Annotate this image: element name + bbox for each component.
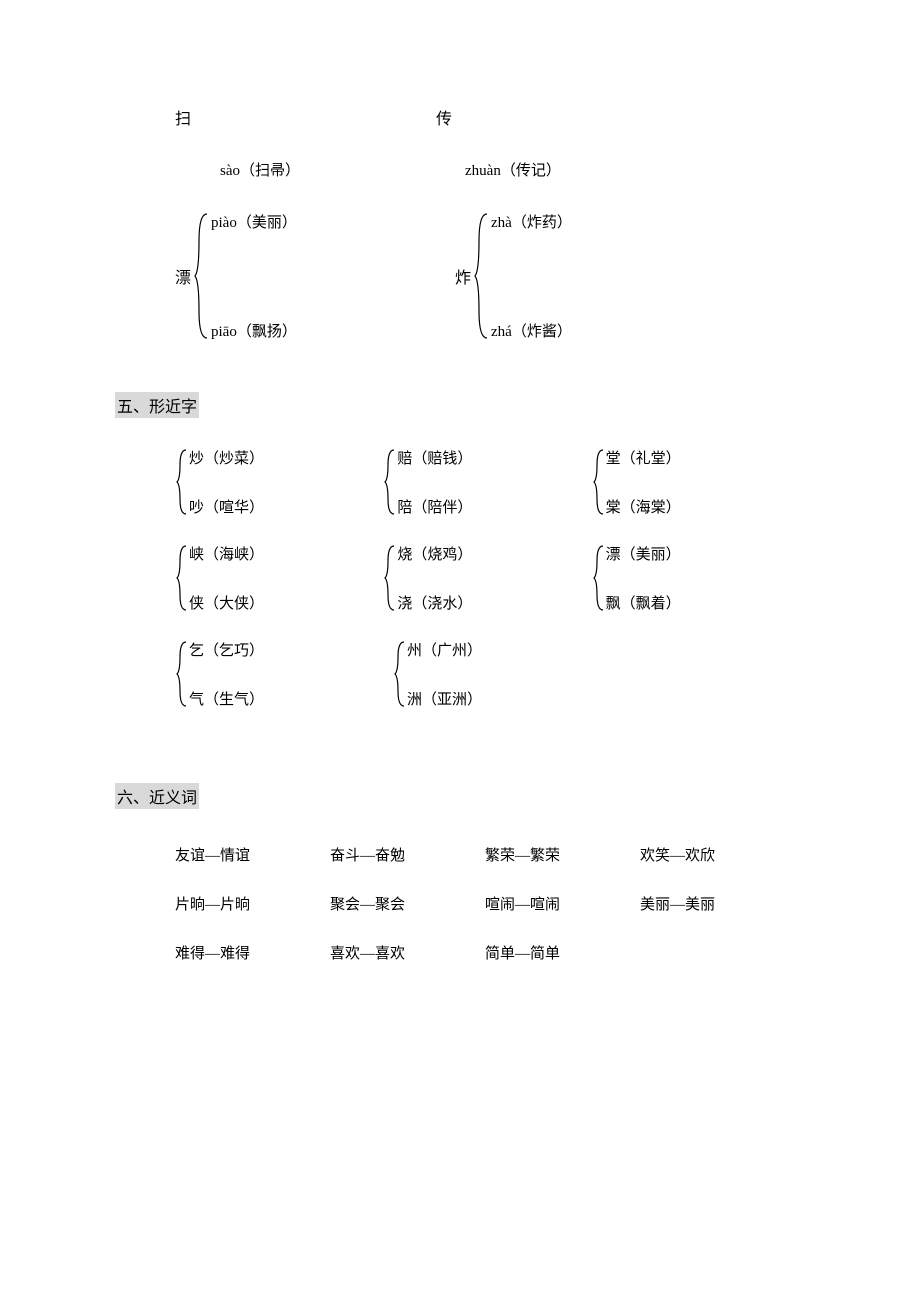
similar-item: 州（广州） 洲（亚洲） [393,635,611,713]
bracket-item-zha: 炸 zhà（炸药） zhá（炸酱） [455,205,572,347]
pair-entry: 炒（炒菜） [189,447,264,468]
curly-bracket-icon [175,639,189,709]
polyphonic-char-sao: 扫 [175,105,191,129]
synonym-pair: 片晌—片晌 [175,893,330,914]
similar-item: 烧（烧鸡） 浇（浇水） [383,539,591,617]
reading-zhuan: zhuàn（传记） [465,159,561,180]
bracket-entries: zhà（炸药） zhá（炸酱） [491,205,572,347]
similar-char-grid: 炒（炒菜） 吵（喧华） 赔（赔钱） 陪（陪伴） 堂（礼堂） 棠（海棠） [175,443,800,713]
pair-entry: 棠（海棠） [606,496,681,517]
pair-entry: 乞（乞巧） [189,639,264,660]
curly-bracket-icon [175,447,189,517]
synonym-pair: 简单—简单 [485,942,640,963]
synonym-pair: 奋斗—奋勉 [330,844,485,865]
bracket-item-piao: 漂 piào（美丽） piāo（飘扬） [175,205,455,347]
synonym-list: 友谊—情谊 奋斗—奋勉 繁荣—繁荣 欢笑—欢欣 片晌—片晌 聚会—聚会 喧闹—喧… [175,844,800,963]
synonym-pair: 喧闹—喧闹 [485,893,640,914]
section-6: 六、近义词 友谊—情谊 奋斗—奋勉 繁荣—繁荣 欢笑—欢欣 片晌—片晌 聚会—聚… [120,763,800,963]
bracket-head-zha: 炸 [455,264,471,288]
curly-bracket-icon [592,447,606,517]
similar-row: 炒（炒菜） 吵（喧华） 赔（赔钱） 陪（陪伴） 堂（礼堂） 棠（海棠） [175,443,800,521]
polyphonic-char-row: 扫 传 [120,105,800,129]
pair-entry: 侠（大侠） [189,592,264,613]
pair-entry: 浇（浇水） [397,592,472,613]
similar-pair: 乞（乞巧） 气（生气） [189,635,264,713]
curly-bracket-icon [393,639,407,709]
similar-pair: 峡（海峡） 侠（大侠） [189,539,264,617]
curly-bracket-icon [175,543,189,613]
pair-entry: 气（生气） [189,688,264,709]
similar-item: 炒（炒菜） 吵（喧华） [175,443,383,521]
similar-pair: 堂（礼堂） 棠（海棠） [606,443,681,521]
pair-entry: 赔（赔钱） [397,447,472,468]
pair-entry: 州（广州） [407,639,482,660]
entry-zha-1: zhà（炸药） [491,211,572,232]
similar-pair: 赔（赔钱） 陪（陪伴） [397,443,472,521]
bracket-entries: piào（美丽） piāo（飘扬） [211,205,297,347]
synonym-pair: 繁荣—繁荣 [485,844,640,865]
similar-row: 峡（海峡） 侠（大侠） 烧（烧鸡） 浇（浇水） 漂（美丽） 飘（飘着） [175,539,800,617]
similar-pair: 漂（美丽） 飘（飘着） [606,539,681,617]
similar-pair: 州（广州） 洲（亚洲） [407,635,482,713]
curly-bracket-icon [592,543,606,613]
curly-bracket-icon [473,211,491,341]
similar-row: 乞（乞巧） 气（生气） 州（广州） 洲（亚洲） [175,635,800,713]
section-heading-6: 六、近义词 [115,783,199,809]
pair-entry: 堂（礼堂） [606,447,681,468]
section-5: 五、形近字 炒（炒菜） 吵（喧华） 赔（赔钱） 陪（陪伴） [120,372,800,713]
synonym-row: 友谊—情谊 奋斗—奋勉 繁荣—繁荣 欢笑—欢欣 [175,844,800,865]
similar-pair: 烧（烧鸡） 浇（浇水） [397,539,472,617]
polyphonic-reading-row: sào（扫帚） zhuàn（传记） [120,159,800,180]
bracket-group-row: 漂 piào（美丽） piāo（飘扬） 炸 zhà（炸药） zhá（炸酱） [175,205,800,347]
pair-entry: 峡（海峡） [189,543,264,564]
entry-zha-2: zhá（炸酱） [491,320,572,341]
entry-piao-2: piāo（飘扬） [211,320,297,341]
curly-bracket-icon [383,447,397,517]
document-page: 扫 传 sào（扫帚） zhuàn（传记） 漂 piào（美丽） piāo（飘扬… [0,0,920,1051]
similar-item: 堂（礼堂） 棠（海棠） [592,443,800,521]
curly-bracket-icon [383,543,397,613]
synonym-pair: 美丽—美丽 [640,893,795,914]
curly-bracket-icon [193,211,211,341]
similar-item: 峡（海峡） 侠（大侠） [175,539,383,617]
synonym-pair: 喜欢—喜欢 [330,942,485,963]
pair-entry: 陪（陪伴） [397,496,472,517]
synonym-row: 难得—难得 喜欢—喜欢 简单—简单 [175,942,800,963]
reading-sao: sào（扫帚） [220,159,300,180]
polyphonic-char-chuan: 传 [436,105,452,129]
pair-entry: 洲（亚洲） [407,688,482,709]
pair-entry: 烧（烧鸡） [397,543,472,564]
synonym-pair: 友谊—情谊 [175,844,330,865]
similar-item: 漂（美丽） 飘（飘着） [592,539,800,617]
entry-piao-1: piào（美丽） [211,211,297,232]
similar-item: 赔（赔钱） 陪（陪伴） [383,443,591,521]
section-heading-5: 五、形近字 [115,392,199,418]
similar-item: 乞（乞巧） 气（生气） [175,635,393,713]
synonym-pair: 聚会—聚会 [330,893,485,914]
pair-entry: 漂（美丽） [606,543,681,564]
pair-entry: 吵（喧华） [189,496,264,517]
pair-entry: 飘（飘着） [606,592,681,613]
synonym-pair: 难得—难得 [175,942,330,963]
bracket-head-piao: 漂 [175,264,191,288]
similar-pair: 炒（炒菜） 吵（喧华） [189,443,264,521]
synonym-pair: 欢笑—欢欣 [640,844,795,865]
synonym-row: 片晌—片晌 聚会—聚会 喧闹—喧闹 美丽—美丽 [175,893,800,914]
